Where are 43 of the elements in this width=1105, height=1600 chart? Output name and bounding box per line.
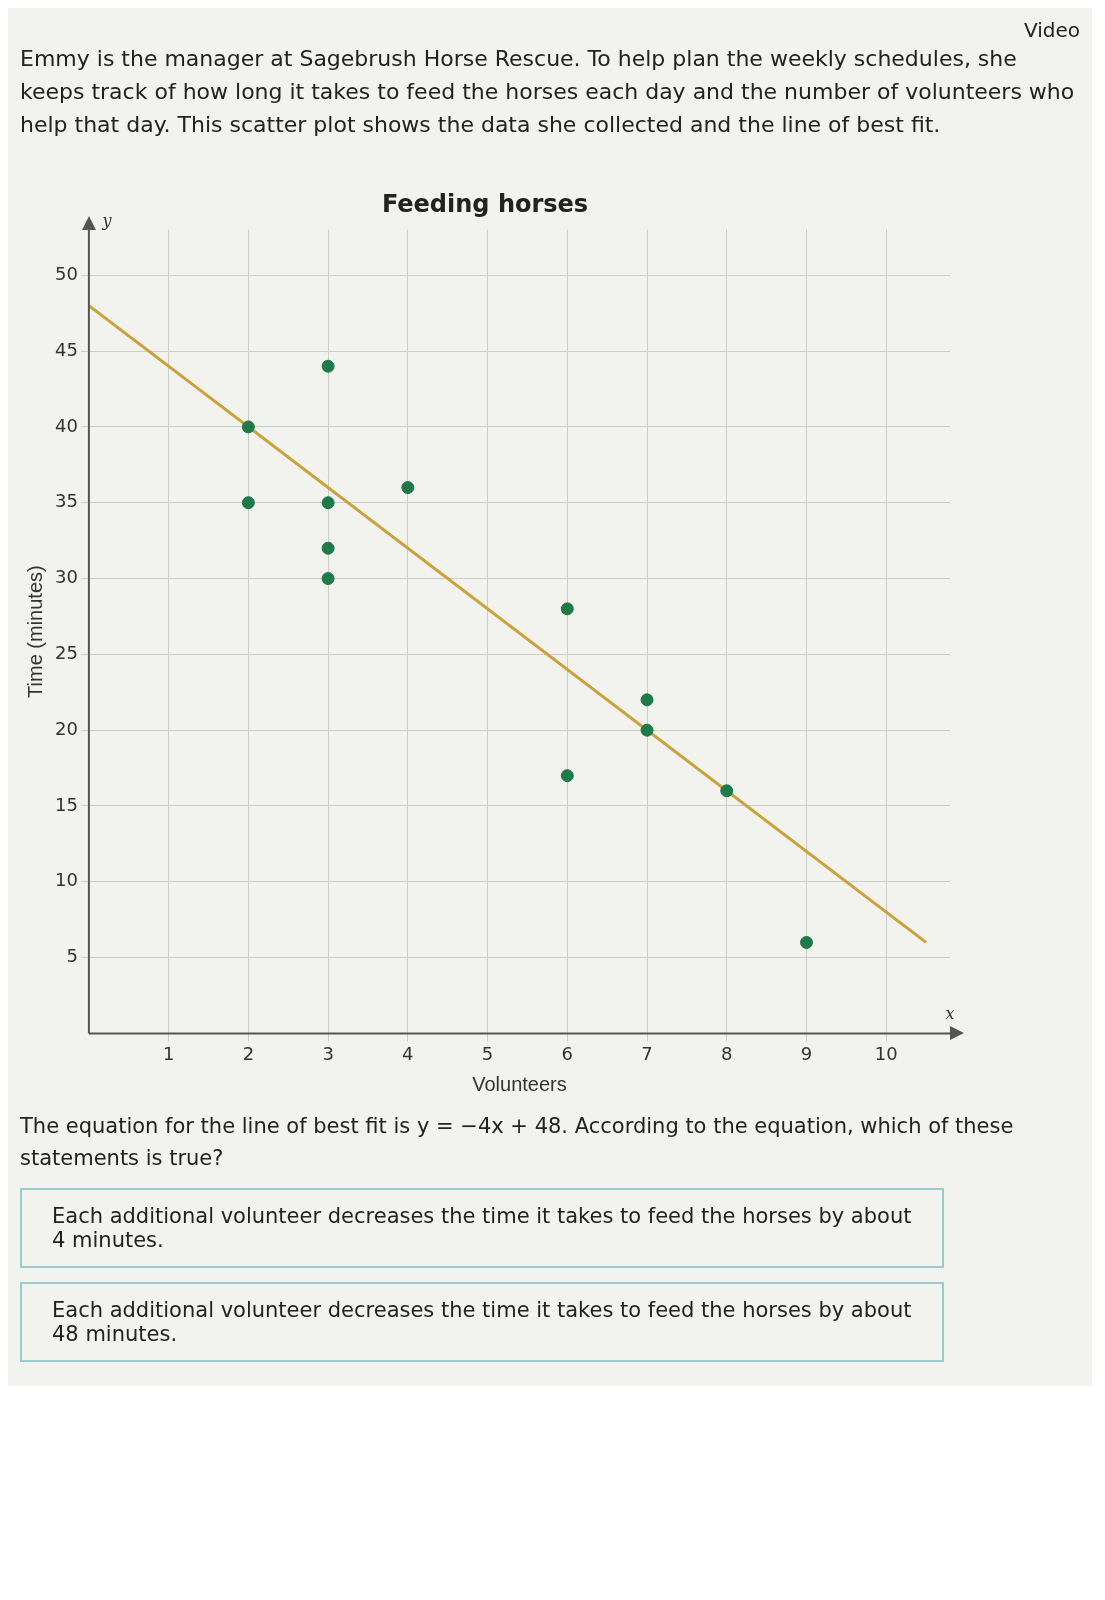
x-tick-label: 3 (322, 1042, 334, 1064)
point (640, 693, 654, 707)
x-tick-label: 1 (162, 1042, 175, 1064)
chart-title: Feeding horses (381, 189, 589, 218)
y-tick-label: 35 (55, 490, 78, 512)
text: y (101, 210, 113, 230)
point (321, 541, 335, 555)
x-tick-label: 6 (561, 1042, 574, 1064)
point (720, 784, 734, 798)
point (241, 420, 255, 434)
y-tick-label: 20 (55, 717, 78, 739)
point (321, 496, 335, 510)
x-tick-label: 4 (402, 1042, 414, 1064)
text: Video (1022, 18, 1080, 42)
point (401, 481, 415, 495)
x-tick-label: 5 (481, 1042, 494, 1064)
x-tick-label: 9 (800, 1042, 813, 1064)
y-tick-label: 15 (55, 793, 78, 815)
point (640, 723, 654, 737)
x-tick-label: 2 (242, 1042, 255, 1064)
point (241, 496, 255, 510)
point (321, 572, 335, 586)
point (560, 602, 574, 616)
x-tick-label: 8 (721, 1042, 733, 1064)
y-tick-label: 5 (66, 945, 78, 967)
y-tick-label: 30 (55, 566, 78, 588)
y-tick-label: 10 (55, 869, 78, 891)
text: Each additional volunteer decreases the time it takes to feed the horses by about 48 minutes. (20, 1282, 944, 1362)
annotation: x (945, 1004, 955, 1024)
point (321, 359, 335, 373)
y-tick-label: 40 (55, 414, 78, 436)
y-tick-label: 50 (55, 262, 78, 284)
x-tick-label: 10 (874, 1042, 898, 1064)
point (799, 935, 813, 949)
x-tick-label: 7 (641, 1042, 653, 1064)
y-axis-title: Time (minutes) (23, 565, 46, 698)
y-tick-label: 45 (55, 338, 78, 360)
point (560, 769, 574, 783)
x-axis-title: Volunteers (472, 1072, 567, 1095)
text: The equation for the line of best fit is y = −4x + 48. According to the equation, which of these statements is true? (20, 1113, 1015, 1172)
chart-subtitle: Emmy is the manager at Sagebrush Horse Rescue. To help plan the weekly schedules, she keeps track of how long it takes to feed the horses each day and the number of volunteers who help that day. This scatter plot shows the data she collected and the line of best fit. (20, 45, 1076, 139)
text: Each additional volunteer decreases the time it takes to feed the horses by about 4 minutes. (20, 1188, 944, 1268)
y-tick-label: 25 (55, 642, 78, 664)
